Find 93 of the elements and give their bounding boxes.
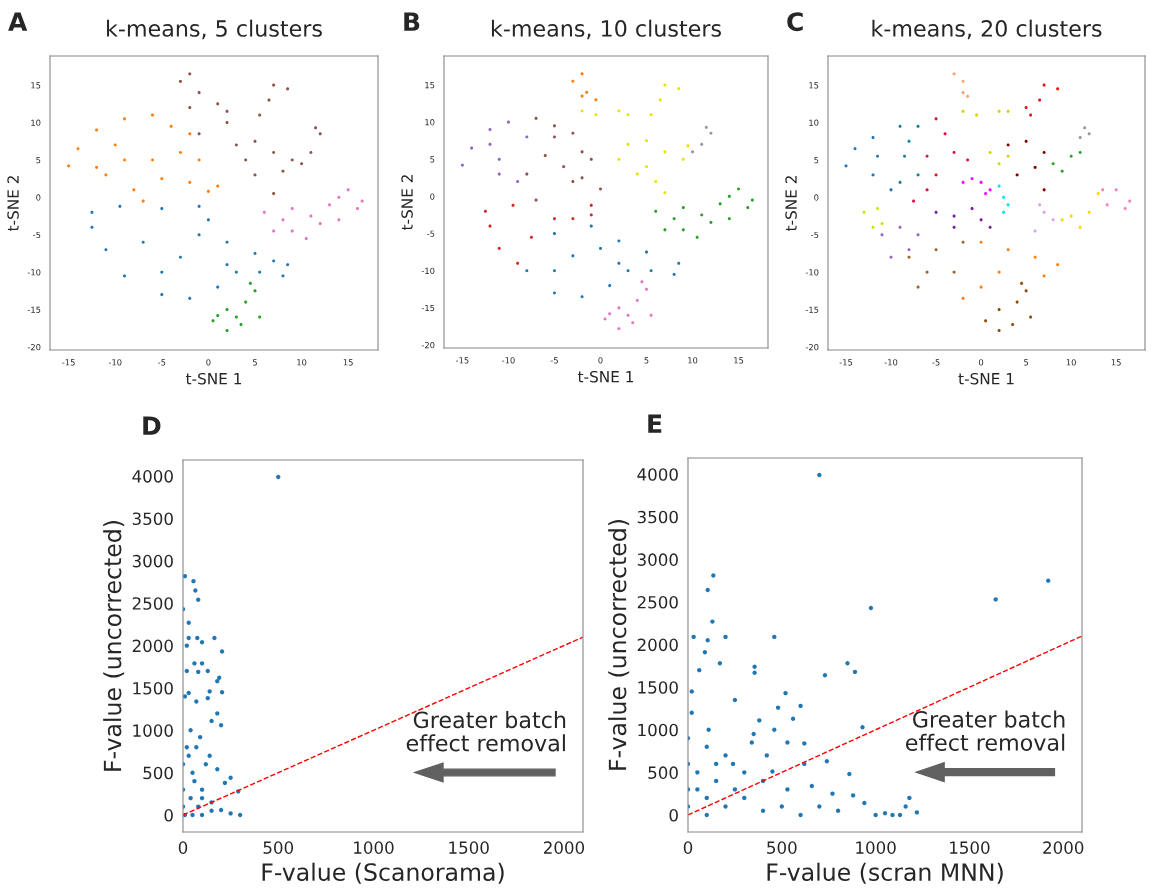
y-tick-label: -15 bbox=[27, 306, 41, 313]
text: A bbox=[8, 12, 28, 31]
y-tick-label: 10 bbox=[425, 119, 435, 126]
y-axis-title: t-SNE 2 bbox=[7, 176, 19, 232]
y-axis-title: t-SNE 2 bbox=[401, 175, 413, 231]
x-axis-title: F-value (Scanorama) bbox=[262, 862, 504, 884]
x-tick-label: 2000 bbox=[543, 841, 585, 854]
y-tick-label: 15 bbox=[809, 82, 819, 89]
x-tick-label: -5 bbox=[550, 357, 558, 364]
annotation: Greater batch effect removal bbox=[905, 710, 1065, 751]
x-tick-label: 10 bbox=[1066, 359, 1076, 366]
y-tick-label: -5 bbox=[427, 230, 435, 237]
y-tick-label: 1500 bbox=[638, 681, 678, 694]
x-tick-label: 5 bbox=[252, 359, 257, 366]
x-tick-label: 0 bbox=[683, 841, 693, 854]
x-tick-label: 0 bbox=[598, 357, 603, 364]
y-axis-title: F-value (uncorrected) bbox=[103, 521, 125, 771]
y-tick-label: 4000 bbox=[132, 470, 173, 483]
chart-title: k-means, 10 clusters bbox=[491, 19, 721, 40]
y-tick-label: -20 bbox=[805, 343, 819, 351]
x-tick-label: 10 bbox=[297, 359, 307, 366]
y-tick-label: 1000 bbox=[638, 723, 678, 737]
x-tick-label: 1500 bbox=[950, 841, 990, 854]
x-tick-label: -15 bbox=[456, 357, 469, 364]
y-tick-label: -10 bbox=[421, 267, 435, 275]
x-tick-label: 0 bbox=[206, 359, 211, 366]
x-tick-label: 15 bbox=[1111, 359, 1121, 366]
y-tick-label: -10 bbox=[27, 269, 41, 276]
x-tick-label: 0 bbox=[178, 841, 188, 854]
y-tick-label: -15 bbox=[805, 306, 819, 313]
y-tick-label: 3500 bbox=[637, 510, 678, 524]
text: B bbox=[404, 12, 420, 31]
x-tick-label: 5 bbox=[1024, 359, 1029, 366]
text: D bbox=[143, 416, 161, 435]
x-tick-label: 10 bbox=[688, 357, 698, 364]
y-tick-label: -20 bbox=[27, 343, 41, 351]
y-tick-label: 5 bbox=[430, 156, 435, 163]
y-tick-label: 10 bbox=[31, 119, 41, 126]
y-tick-label: 15 bbox=[31, 82, 41, 89]
x-tick-label: 0 bbox=[978, 359, 984, 366]
y-tick-label: 3000 bbox=[637, 553, 678, 566]
y-tick-label: 0 bbox=[164, 809, 173, 822]
y-axis-title: F-value (uncorrected) bbox=[608, 520, 630, 770]
y-tick-label: 0 bbox=[814, 194, 819, 201]
x-tick-label: -5 bbox=[158, 359, 166, 366]
y-tick-label: -10 bbox=[805, 269, 819, 276]
x-axis-title: t-SNE 1 bbox=[577, 370, 634, 383]
x-tick-label: -10 bbox=[502, 357, 515, 364]
y-tick-label: 0 bbox=[36, 194, 41, 201]
x-tick-label: 1000 bbox=[354, 841, 394, 854]
y-tick-label: 0 bbox=[669, 808, 678, 822]
x-tick-label: 5 bbox=[644, 357, 649, 364]
y-tick-label: 4000 bbox=[637, 468, 678, 481]
y-tick-label: 500 bbox=[143, 766, 173, 780]
y-tick-label: 1500 bbox=[133, 681, 173, 695]
y-tick-label: 15 bbox=[425, 82, 435, 89]
y-tick-label: -20 bbox=[421, 342, 435, 349]
y-tick-label: 5 bbox=[36, 157, 41, 164]
x-tick-label: -15 bbox=[62, 359, 75, 366]
x-tick-label: -10 bbox=[108, 359, 122, 366]
x-axis-title: t-SNE 1 bbox=[958, 372, 1014, 385]
x-tick-label: 500 bbox=[263, 841, 294, 854]
chart-title: k-means, 20 clusters bbox=[872, 19, 1102, 40]
y-tick-label: 1000 bbox=[133, 724, 173, 737]
x-tick-label: 1500 bbox=[449, 841, 489, 854]
y-tick-label: -15 bbox=[421, 304, 435, 312]
text: E bbox=[648, 414, 662, 433]
y-tick-label: 3000 bbox=[132, 554, 173, 568]
y-tick-label: 2000 bbox=[132, 639, 173, 653]
x-tick-label: -10 bbox=[884, 359, 898, 366]
text: C bbox=[787, 12, 803, 32]
y-tick-label: 500 bbox=[648, 766, 678, 779]
y-tick-label: 10 bbox=[809, 119, 819, 126]
chart-title: k-means, 5 clusters bbox=[107, 19, 322, 40]
y-tick-label: 3500 bbox=[132, 512, 173, 526]
y-tick-label: 0 bbox=[430, 193, 435, 200]
y-tick-label: 5 bbox=[814, 157, 819, 164]
y-tick-label: -5 bbox=[33, 231, 41, 239]
annotation: Greater batch effect removal bbox=[406, 711, 566, 752]
x-tick-label: 2000 bbox=[1043, 841, 1084, 854]
y-tick-label: 2500 bbox=[637, 595, 678, 609]
x-axis-title: F-value (scran MNN) bbox=[767, 862, 1003, 884]
x-tick-label: -15 bbox=[839, 359, 853, 366]
x-tick-label: 1000 bbox=[856, 841, 896, 854]
x-tick-label: 15 bbox=[734, 357, 744, 364]
y-axis-title: t-SNE 2 bbox=[785, 176, 797, 232]
x-axis-title: t-SNE 1 bbox=[185, 372, 242, 385]
y-tick-label: -5 bbox=[811, 231, 819, 239]
y-tick-label: 2000 bbox=[637, 638, 678, 652]
x-tick-label: 500 bbox=[767, 841, 797, 854]
y-tick-label: 2500 bbox=[132, 597, 173, 610]
x-tick-label: -5 bbox=[932, 359, 940, 366]
x-tick-label: 15 bbox=[343, 359, 353, 366]
